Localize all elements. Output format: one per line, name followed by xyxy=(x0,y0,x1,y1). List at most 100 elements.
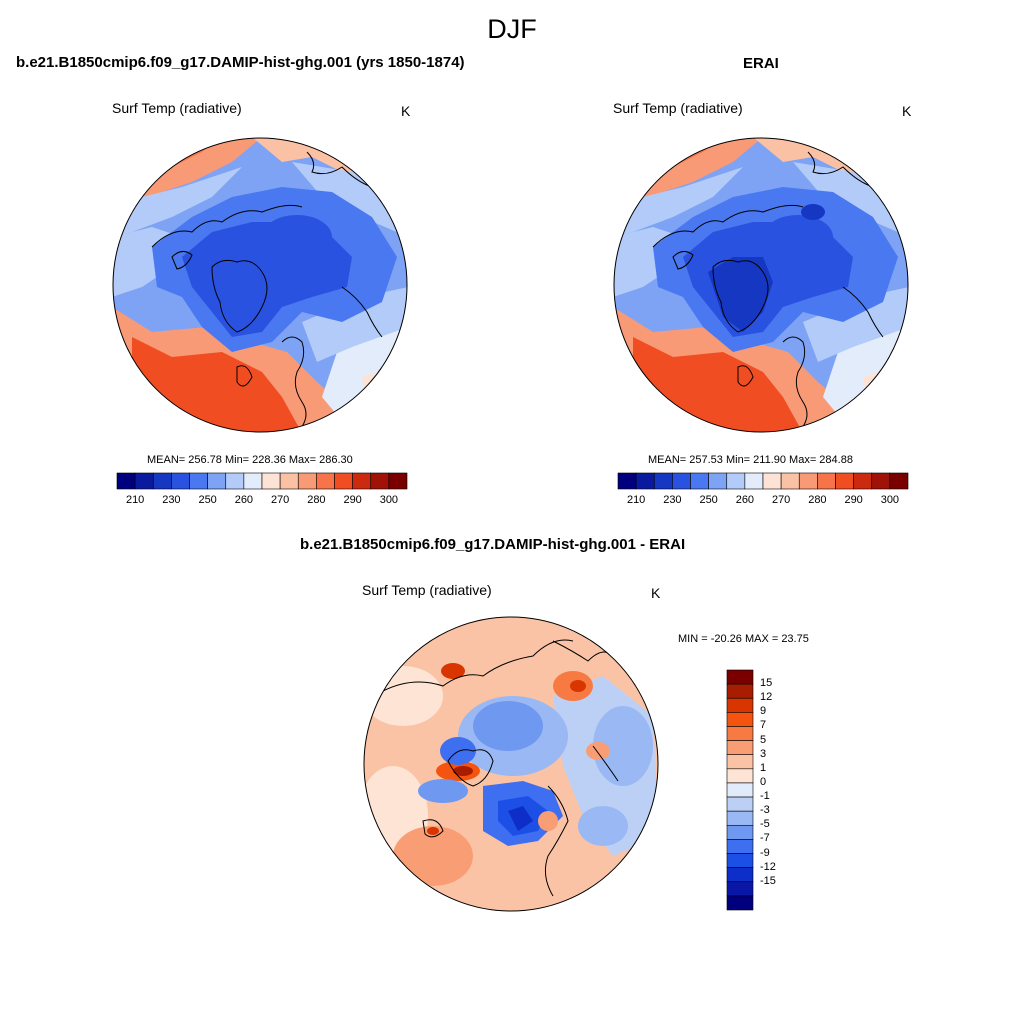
figure-title: DJF xyxy=(487,14,537,44)
panel3-colorbar xyxy=(726,669,754,911)
field-band xyxy=(708,257,773,332)
panel1-colorbar-swatch xyxy=(189,472,208,490)
panel3-colorbar-swatch xyxy=(726,683,754,699)
panel3-colorbar-tick-label: -5 xyxy=(760,818,770,831)
panel3-colorbar-tick-label: -12 xyxy=(760,860,776,873)
panel3-colorbar-swatch xyxy=(726,810,754,826)
panel3-colorbar-tick-label: 5 xyxy=(760,733,767,746)
panel1-colorbar-swatch xyxy=(297,472,317,490)
panel2-units: K xyxy=(902,103,912,119)
panel3-polar-map xyxy=(363,616,659,912)
panel2-colorbar-tick-label: 270 xyxy=(771,494,791,506)
panel3-colorbar-swatch xyxy=(726,768,754,784)
panel1-colorbar-tick-label: 280 xyxy=(307,494,326,506)
field-band xyxy=(586,742,610,760)
panel1-colorbar-swatch xyxy=(279,472,299,490)
panel3-colorbar-tick-label: -3 xyxy=(760,804,770,817)
panel3-colorbar-swatch xyxy=(726,669,754,685)
panel3-units: K xyxy=(651,585,661,601)
panel3-colorbar-swatch xyxy=(726,697,754,713)
panel3-colorbar-tick-label: -9 xyxy=(760,846,770,859)
panel1-variable: Surf Temp (radiative) xyxy=(112,100,242,116)
panel2-colorbar-swatch xyxy=(762,472,782,490)
panel2-title: ERAI xyxy=(743,55,779,72)
field-band xyxy=(508,806,533,831)
panel1-colorbar-swatch xyxy=(207,472,227,490)
coastline xyxy=(782,336,808,432)
panel2-colorbar-swatch xyxy=(817,472,836,490)
panel1-colorbar-tick-label: 210 xyxy=(125,494,145,506)
panel2-colorbar-labels: 210 230 250 260 270 280 290 300 xyxy=(618,494,908,508)
field-band xyxy=(364,666,443,726)
panel1-colorbar-swatch xyxy=(316,472,335,490)
field-band xyxy=(801,204,825,220)
panel2-colorbar-swatch xyxy=(835,472,854,490)
map-boundary xyxy=(613,137,909,433)
panel2-colorbar-tick-label: 300 xyxy=(880,494,900,506)
field-band xyxy=(427,827,439,835)
field-warm-spot xyxy=(441,663,465,679)
coastline xyxy=(652,204,804,248)
panel1-colorbar-tick-label: 300 xyxy=(379,494,399,506)
panel3-colorbar-swatch xyxy=(726,839,754,854)
panel3-stats: MIN = -20.26 MAX = 23.75 xyxy=(678,633,809,645)
panel1-polar-map xyxy=(112,137,408,433)
panel2-colorbar-tick-label: 260 xyxy=(735,494,755,506)
panel2-colorbar-tick-label: 230 xyxy=(663,494,682,506)
coastline xyxy=(281,336,307,432)
panel3-colorbar-tick-label: -15 xyxy=(760,874,776,887)
field-band xyxy=(793,162,908,237)
panel3-colorbar-swatch xyxy=(726,853,754,868)
field-band xyxy=(538,811,558,831)
panel1-colorbar-swatch xyxy=(171,472,190,490)
panel3-colorbar-tick-label: 0 xyxy=(760,775,767,788)
coastline xyxy=(592,745,619,782)
panel3-colorbar-tick-label: 15 xyxy=(760,677,773,690)
coastline xyxy=(672,251,694,270)
panel2-colorbar xyxy=(617,472,909,490)
field-band xyxy=(763,215,833,259)
panel3-colorbar-swatch xyxy=(726,881,754,897)
panel3-colorbar-swatch xyxy=(726,740,754,756)
panel1-colorbar-tick-label: 260 xyxy=(234,494,254,506)
panel1-colorbar-swatch xyxy=(152,472,172,490)
panel3-variable: Surf Temp (radiative) xyxy=(362,582,492,598)
panel3-colorbar-tick-label: 3 xyxy=(760,747,767,760)
panel3-colorbar-tick-label: -1 xyxy=(760,790,770,803)
panel2-colorbar-swatch xyxy=(889,472,909,490)
panel2-colorbar-swatch xyxy=(635,472,655,490)
coastline xyxy=(422,819,444,838)
panel2-stats: MEAN= 257.53 Min= 211.90 Max= 284.88 xyxy=(648,454,853,466)
coastline-greenland xyxy=(712,259,769,333)
map-boundary xyxy=(112,137,408,433)
panel1-colorbar-tick-label: 270 xyxy=(270,494,290,506)
panel1-colorbar-swatch xyxy=(243,472,263,490)
panel3-colorbar-swatch xyxy=(726,726,754,741)
panel3-colorbar-swatch xyxy=(726,712,754,727)
panel1-colorbar-tick-label: 230 xyxy=(162,494,181,506)
coastline-greenland xyxy=(211,259,268,333)
panel2-colorbar-swatch xyxy=(726,472,746,490)
panel3-colorbar-swatch xyxy=(726,824,754,840)
panel1-colorbar-tick-label: 290 xyxy=(343,494,362,506)
field-band xyxy=(207,257,272,332)
field-band xyxy=(393,826,473,886)
panel1-colorbar-swatch xyxy=(334,472,353,490)
panel1-units: K xyxy=(401,103,411,119)
coastline-greenland xyxy=(447,749,494,787)
panel1-colorbar-swatch xyxy=(388,472,408,490)
panel3-colorbar-swatch xyxy=(726,895,754,911)
panel2-colorbar-swatch xyxy=(672,472,691,490)
panel2-colorbar-swatch xyxy=(780,472,800,490)
panel1-colorbar-swatch xyxy=(261,472,281,490)
map-boundary xyxy=(363,616,659,912)
coastline xyxy=(544,785,569,897)
panel3-colorbar-tick-label: 9 xyxy=(760,705,767,718)
coastline xyxy=(171,251,193,270)
panel2-colorbar-swatch xyxy=(871,472,891,490)
field-band xyxy=(570,680,586,692)
panel3-colorbar-swatch xyxy=(726,796,754,812)
panel2-colorbar-swatch xyxy=(690,472,709,490)
field-band xyxy=(418,779,468,803)
field-band xyxy=(262,215,332,259)
